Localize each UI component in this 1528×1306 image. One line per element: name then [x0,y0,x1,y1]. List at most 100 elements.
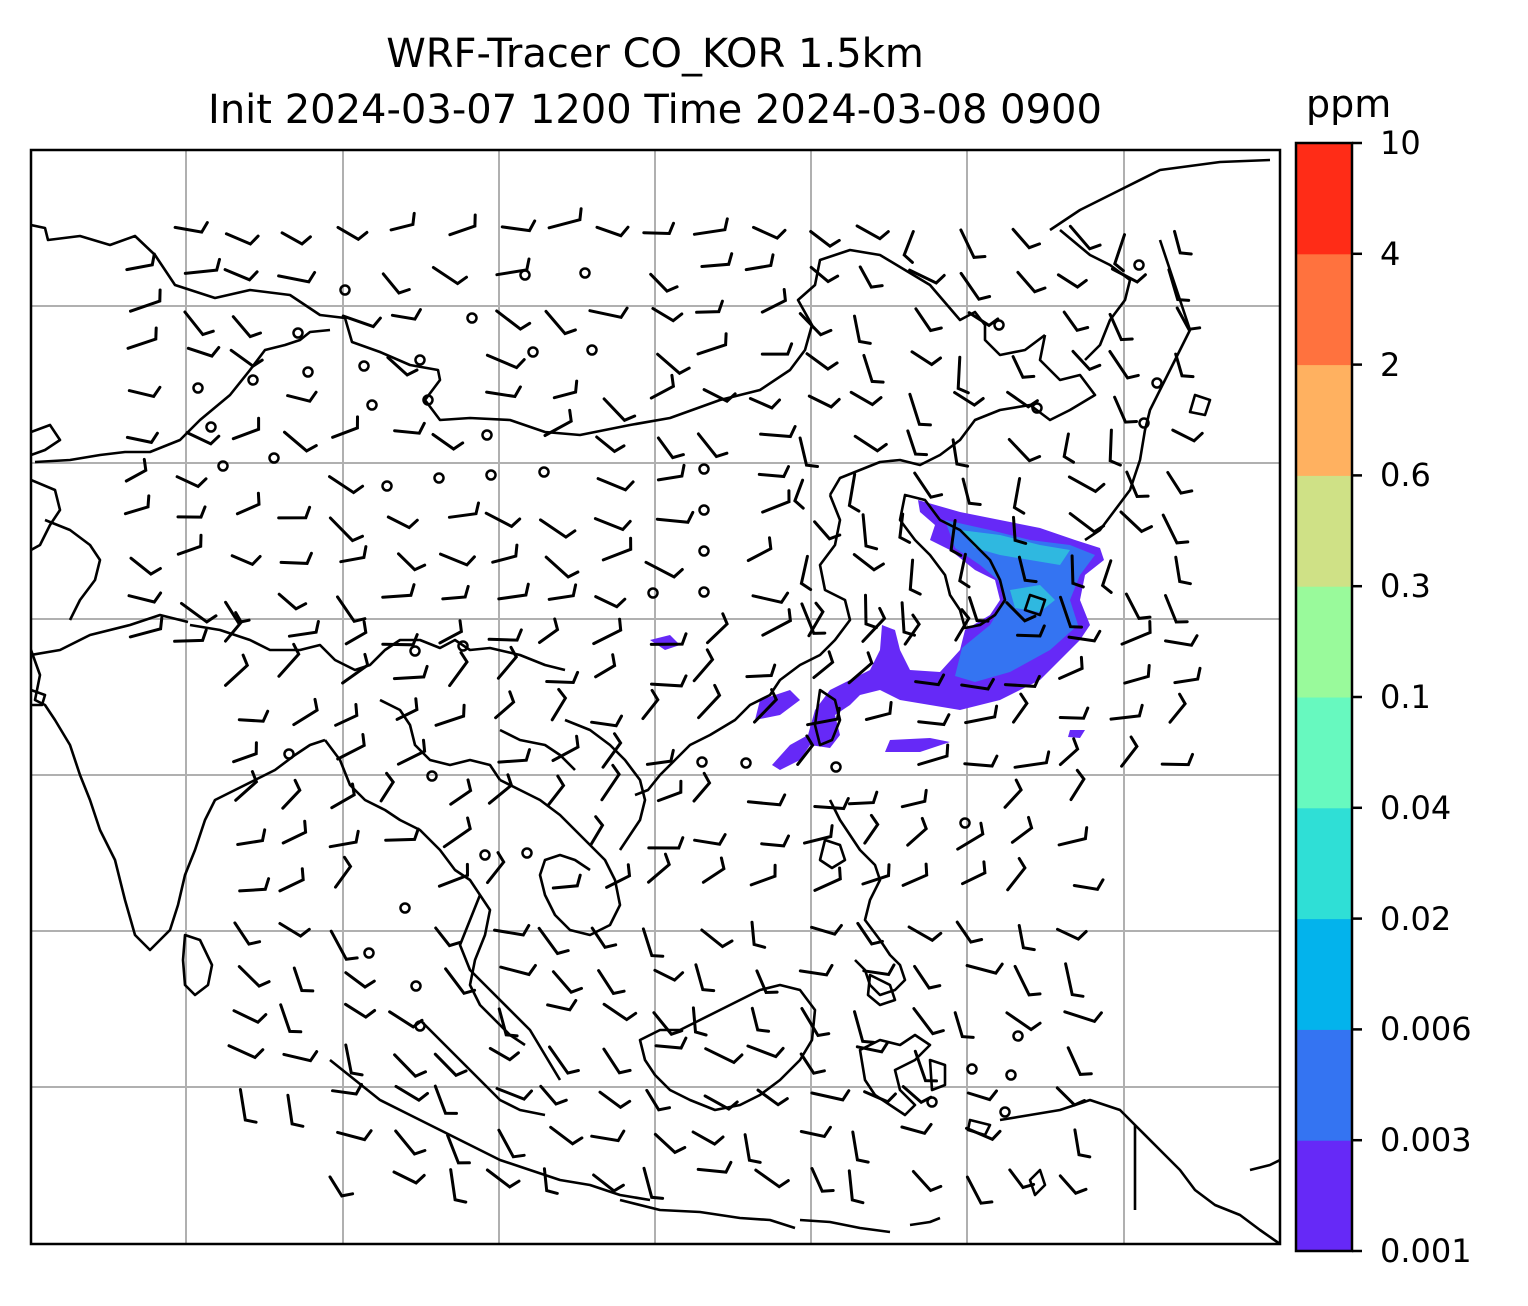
calm-wind-marker [268,452,280,464]
wind-barb [746,1044,785,1059]
wind-barb [800,1007,831,1038]
wind-barb [1120,620,1152,646]
wind-barb [653,968,685,982]
wind-barb [551,734,580,762]
wind-barb [487,628,523,642]
wind-barb [234,770,259,802]
wind-barb [236,828,267,846]
wind-barb [386,515,419,530]
wind-barb [602,1047,632,1075]
wind-barb [597,969,626,996]
wind-barb [331,1082,363,1096]
wind-barb [444,967,477,996]
wind-barb [1012,515,1028,545]
wind-barb [1012,692,1029,724]
wind-barb [1058,706,1090,720]
wind-barb [392,1170,426,1185]
wind-barb [847,1169,865,1205]
calm-wind-marker [292,327,304,339]
wind-barb [910,350,942,367]
wind-barb [1055,1086,1086,1107]
wind-barb [1011,355,1036,379]
wind-barb [590,1129,626,1143]
wind-barb [292,697,319,727]
calm-wind-marker [586,344,598,356]
wind-barb [441,584,470,601]
wind-barb [595,225,630,238]
wind-barb [793,478,805,510]
wind-barb [853,314,872,345]
wind-barb [967,311,1000,328]
map-title-line1: WRF-Tracer CO_KOR 1.5km [386,31,924,77]
wind-barb [1164,594,1189,624]
wind-barb [649,373,676,400]
wind-barb [548,1045,580,1075]
wind-barb [704,1047,744,1065]
wind-barb [901,1085,933,1105]
wind-barb [1173,666,1202,685]
calm-wind-marker [740,757,752,769]
wind-barb [798,963,834,977]
colorbar-tick-label: 0.003 [1380,1121,1472,1160]
wind-barb [434,703,466,727]
wind-barb [602,397,637,423]
wind-barb [185,431,221,446]
coastlines [31,158,1280,1244]
wind-barb [431,266,468,286]
wind-barb [394,1084,429,1103]
wind-barb [796,734,815,766]
wind-barb [901,862,929,887]
wind-barb [1119,510,1153,534]
wind-barb [949,519,963,557]
calm-wind-marker [433,472,445,484]
wind-barb [381,272,411,295]
calm-wind-marker [366,399,378,411]
wind-barb [961,860,987,886]
wind-barb [746,793,787,807]
wind-barb [963,754,999,768]
wind-barb [807,394,841,409]
wind-barb [175,475,208,489]
wind-barb [968,596,990,623]
wind-barb [593,517,632,532]
wind-barb [434,926,462,948]
wind-barb [1066,1046,1093,1076]
wind-barb [1167,268,1191,302]
wind-barb [1100,559,1113,594]
wind-barb [1008,1168,1036,1190]
wind-barb [754,1168,790,1189]
wind-barb [447,501,480,519]
wind-barb [237,709,270,723]
calm-wind-marker [966,1063,978,1075]
wind-barb [328,516,364,543]
wind-barb [224,653,250,687]
wind-barb [913,964,942,990]
colorbar-tick-label: 0.006 [1380,1010,1472,1049]
wind-barb [499,964,537,977]
wind-barb [331,415,359,439]
wind-barb [1164,634,1199,647]
calm-wind-marker [698,545,710,557]
wind-barb [601,732,623,769]
calm-wind-marker [698,463,710,475]
wind-barb [235,491,261,516]
wind-barb [551,873,582,890]
map-frame [29,148,1282,1246]
calm-wind-marker [999,1106,1011,1118]
wind-barb [183,310,215,337]
wind-barb [125,431,159,445]
colorbar-segment [1296,1140,1352,1252]
wind-barb [488,1046,520,1062]
wind-barb [760,342,794,356]
wind-barb [1062,432,1075,464]
wind-barb [538,617,560,644]
calm-wind-marker [422,394,434,406]
wind-barb [542,1167,559,1195]
wind-barb [123,494,151,516]
wind-barb [125,252,156,272]
wind-barb [855,224,890,241]
wind-barb [277,505,312,520]
wind-barb [965,1175,994,1205]
wind-barb [336,225,369,242]
